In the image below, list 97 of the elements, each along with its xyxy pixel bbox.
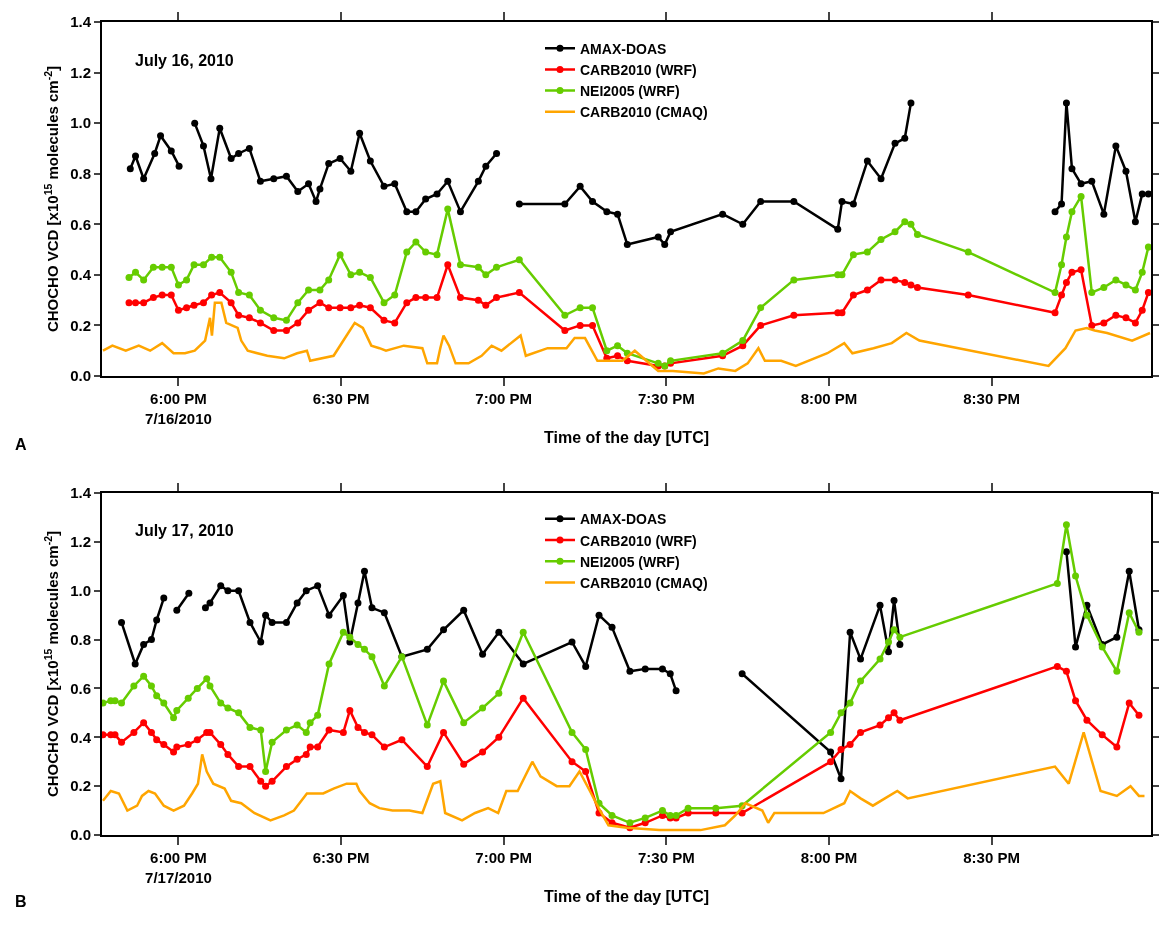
x-tick-label: 8:30 PM — [963, 390, 1020, 407]
y-tick-label: 0.4 — [70, 728, 92, 746]
legend-label: NEI2005 (WRF) — [580, 83, 680, 100]
point — [1062, 548, 1070, 556]
point — [846, 628, 854, 636]
point — [302, 587, 310, 595]
point — [360, 567, 368, 575]
point — [314, 582, 322, 590]
point — [568, 638, 576, 646]
point — [440, 626, 448, 634]
annotation: July 17, 2010 — [135, 522, 234, 539]
x-tick-label: 7:30 PM — [638, 849, 695, 866]
point — [354, 599, 362, 607]
y-tick-label: 1.0 — [70, 581, 91, 599]
point — [827, 748, 835, 756]
point — [368, 604, 376, 612]
point — [118, 618, 126, 626]
point — [246, 618, 254, 626]
point — [1072, 643, 1080, 651]
point — [738, 670, 746, 678]
x-tick-label: 7:00 PM — [475, 849, 533, 866]
point — [339, 592, 347, 600]
point — [380, 609, 388, 617]
point — [460, 606, 468, 614]
y-tick-label: 1.4 — [70, 13, 92, 31]
legend-label: AMAX-DOAS — [580, 511, 667, 528]
point — [140, 640, 148, 648]
point — [217, 582, 225, 590]
x-axis-title: Time of the day [UTC] — [543, 887, 710, 905]
point — [495, 628, 503, 636]
point — [519, 660, 527, 668]
legend-label: CARB2010 (WRF) — [580, 61, 697, 78]
x-tick-label: 6:30 PM — [312, 390, 370, 407]
y-tick-label: 1.2 — [70, 63, 91, 81]
point — [268, 618, 276, 626]
x-tick-label: 6:00 PM 7/16/2010 — [145, 390, 212, 427]
text: B — [15, 893, 27, 910]
x-tick-label: 8:00 PM — [800, 849, 858, 866]
point — [876, 601, 884, 609]
point — [595, 611, 603, 619]
point — [131, 660, 139, 668]
point — [325, 611, 333, 619]
legend-label: NEI2005 (WRF) — [580, 553, 680, 570]
point — [224, 587, 232, 595]
point — [672, 687, 680, 695]
point — [235, 587, 243, 595]
point — [1113, 633, 1121, 641]
y-tick-label: 0.4 — [70, 266, 92, 284]
point — [479, 650, 487, 658]
legend-label: CARB2010 (CMAQ) — [580, 104, 708, 121]
y-tick-label: 1.4 — [70, 484, 92, 502]
point — [857, 655, 865, 663]
point — [837, 775, 845, 783]
y-tick-label: 0.8 — [70, 164, 91, 182]
y-tick-label: 0.2 — [70, 316, 91, 334]
text: A — [15, 436, 27, 453]
point — [153, 616, 161, 624]
point — [658, 665, 666, 673]
point — [282, 618, 290, 626]
point — [641, 665, 649, 673]
line-series — [102, 731, 1146, 832]
point — [293, 599, 301, 607]
point — [257, 638, 265, 646]
x-tick-label: 8:00 PM — [800, 390, 858, 407]
point — [262, 611, 270, 619]
point — [626, 667, 634, 675]
x-tick-label: 6:30 PM — [312, 849, 370, 866]
annotation: July 16, 2010 — [135, 52, 234, 69]
point — [423, 645, 431, 653]
x-tick-label: 7:00 PM — [475, 390, 533, 407]
point — [147, 636, 155, 644]
y-tick-label: 0.0 — [70, 826, 91, 844]
y-tick-label: 1.0 — [70, 114, 91, 132]
y-tick-label: 0.6 — [70, 215, 91, 233]
line-series — [102, 301, 1151, 375]
legend-label: AMAX-DOAS — [580, 40, 667, 57]
x-axis-title: Time of the day [UTC] — [543, 428, 710, 446]
x-tick-label: 8:30 PM — [963, 849, 1020, 866]
point — [666, 670, 674, 678]
y-tick-label: 0.8 — [70, 630, 91, 648]
y-tick-label: 0.6 — [70, 679, 91, 697]
point — [896, 640, 904, 648]
point — [160, 594, 168, 602]
legend-label: CARB2010 (CMAQ) — [580, 574, 708, 591]
y-tick-label: 0.2 — [70, 777, 91, 795]
point — [1125, 567, 1133, 575]
point — [201, 604, 209, 612]
point — [582, 662, 590, 670]
legend-label: CARB2010 (WRF) — [580, 532, 697, 549]
y-tick-label: 0.0 — [70, 367, 91, 385]
x-tick-label: 6:00 PM 7/17/2010 — [145, 849, 212, 886]
point — [206, 599, 214, 607]
x-tick-label: 7:30 PM — [638, 390, 695, 407]
point — [885, 648, 893, 656]
point — [608, 623, 616, 631]
point — [890, 596, 898, 604]
y-tick-label: 1.2 — [70, 533, 91, 551]
